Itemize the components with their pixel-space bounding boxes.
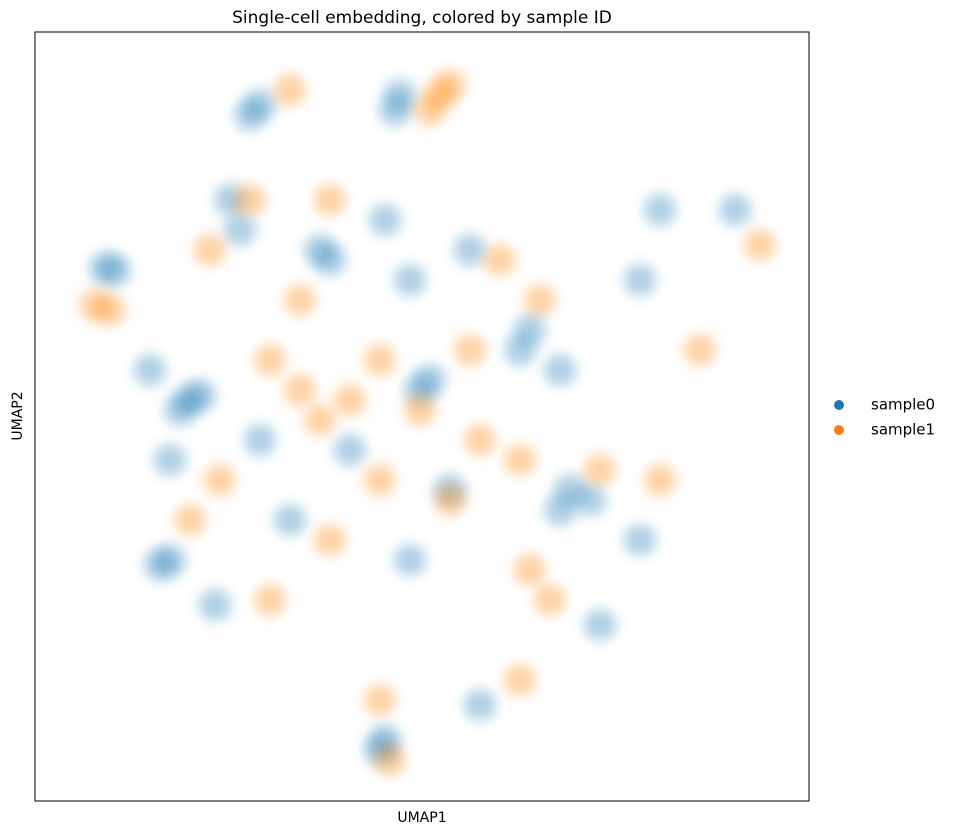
point xyxy=(464,424,496,456)
point xyxy=(254,584,286,616)
point xyxy=(584,454,616,486)
point xyxy=(504,664,536,696)
point xyxy=(644,194,676,226)
point xyxy=(434,69,466,101)
point xyxy=(234,184,266,216)
chart-title: Single-cell embedding, colored by sample… xyxy=(232,8,612,28)
point xyxy=(254,344,286,376)
point xyxy=(364,684,396,716)
point xyxy=(274,74,306,106)
point xyxy=(484,244,516,276)
point xyxy=(134,354,166,386)
point xyxy=(464,689,496,721)
point xyxy=(524,284,556,316)
point xyxy=(304,404,336,436)
point xyxy=(224,214,256,246)
point xyxy=(719,194,751,226)
points xyxy=(79,69,776,776)
point xyxy=(624,264,656,296)
point xyxy=(314,524,346,556)
point xyxy=(394,264,426,296)
point xyxy=(544,494,576,526)
point xyxy=(454,334,486,366)
point xyxy=(314,184,346,216)
point xyxy=(744,229,776,261)
point xyxy=(374,744,406,776)
point xyxy=(574,484,606,516)
legend-label: sample1 xyxy=(871,421,935,439)
legend-label: sample0 xyxy=(871,396,935,414)
point xyxy=(89,252,121,284)
point xyxy=(144,549,176,581)
point xyxy=(204,464,236,496)
point xyxy=(364,344,396,376)
point xyxy=(334,384,366,416)
plot-frame xyxy=(34,31,810,802)
point xyxy=(244,424,276,456)
point xyxy=(684,334,716,366)
point xyxy=(504,444,536,476)
point xyxy=(234,99,266,131)
point xyxy=(644,464,676,496)
point xyxy=(414,94,446,126)
point xyxy=(94,294,126,326)
point xyxy=(334,434,366,466)
x-axis-label: UMAP1 xyxy=(397,810,446,826)
point xyxy=(504,334,536,366)
legend-marker xyxy=(834,425,844,435)
point xyxy=(514,554,546,586)
point xyxy=(534,584,566,616)
point xyxy=(194,234,226,266)
point xyxy=(544,354,576,386)
point xyxy=(434,484,466,516)
y-axis-label: UMAP2 xyxy=(10,391,26,440)
point xyxy=(454,234,486,266)
point xyxy=(624,524,656,556)
point xyxy=(184,379,216,411)
point xyxy=(284,374,316,406)
point xyxy=(199,589,231,621)
point xyxy=(154,444,186,476)
point xyxy=(304,234,336,266)
point xyxy=(404,394,436,426)
point xyxy=(274,504,306,536)
point xyxy=(379,94,411,126)
point xyxy=(364,464,396,496)
point xyxy=(394,544,426,576)
point xyxy=(369,204,401,236)
point xyxy=(174,504,206,536)
legend-marker xyxy=(834,400,844,410)
point xyxy=(284,284,316,316)
point xyxy=(584,609,616,641)
